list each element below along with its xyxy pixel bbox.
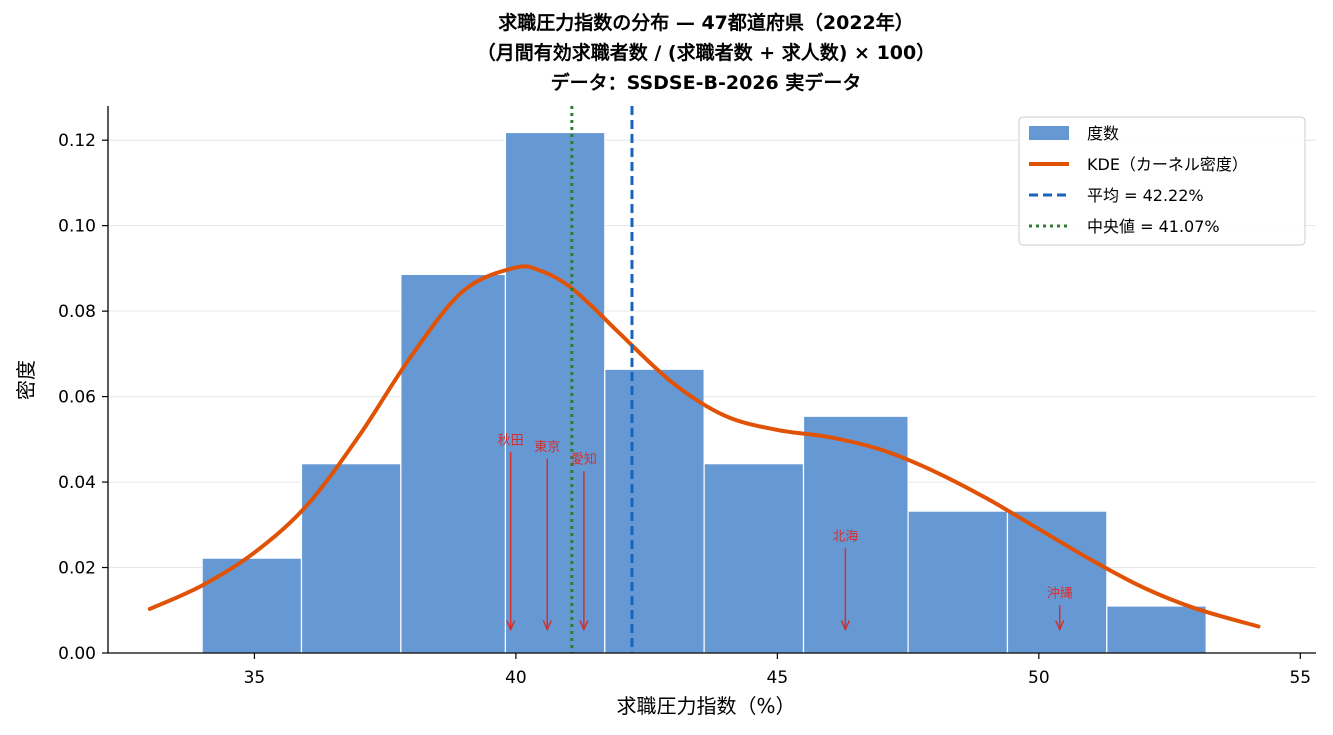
legend-label-mean: 平均 = 42.22% [1087,186,1204,205]
histogram-bar [802,415,909,654]
chart-title: 求職圧力指数の分布 — 47都道府県（2022年） （月間有効求職者数 / (求… [477,11,936,94]
histogram-bar [1006,510,1108,654]
y-tick-label: 0.00 [58,644,96,664]
annotation-label: 秋田 [498,433,524,448]
annotation-arrowhead [1055,620,1065,632]
x-tick-label: 35 [244,668,266,688]
annotation-label: 沖縄 [1047,586,1073,601]
histogram-bar [907,510,1009,654]
kde-curve-group [147,264,1261,629]
annotation-arrowhead [840,620,851,632]
x-axis-label: 求職圧力指数（%） [616,694,795,718]
annotation-label: 東京 [534,439,560,455]
chart-title-line-2: （月間有効求職者数 / (求職者数 + 求人数) × 100） [477,41,936,64]
x-axis-ticks: 35 40 45 50 55 [244,653,1311,688]
annotation-label: 北海 [832,530,858,545]
legend-label-histogram: 度数 [1087,124,1119,143]
y-tick-label: 0.06 [58,388,96,408]
x-tick-label: 45 [767,668,789,688]
y-axis-label: 密度 [14,360,38,400]
annotation-arrowhead [579,620,589,632]
annotation-label: 愛知 [571,452,597,468]
histogram-bar [703,463,805,654]
annotation-arrowhead [505,620,516,632]
histogram-bars [201,131,1207,654]
legend: 度数 KDE（カーネル密度） 平均 = 42.22% 中央値 = 41.07% [1018,116,1306,246]
histogram-bar [400,273,507,654]
y-tick-label: 0.08 [58,302,96,322]
histogram-bar [201,557,303,654]
histogram-bar [604,368,705,654]
chart-title-line-3: データ：SSDSE-B-2026 実データ [551,71,862,94]
y-tick-label: 0.12 [58,131,96,151]
x-tick-label: 50 [1028,668,1050,688]
legend-swatch-histogram [1029,126,1069,140]
y-axis-ticks: 0.00 0.02 0.04 0.06 0.08 0.10 0.12 [58,131,108,664]
legend-label-kde: KDE（カーネル密度） [1087,155,1248,174]
histogram-bar [1106,605,1207,654]
chart-title-line-1: 求職圧力指数の分布 — 47都道府県（2022年） [498,11,914,34]
annotation-arrowhead [542,620,552,632]
legend-label-median: 中央値 = 41.07% [1087,217,1220,236]
kde-curve [147,264,1261,629]
histogram-bar [300,463,402,654]
y-tick-label: 0.10 [58,217,96,237]
y-tick-label: 0.04 [58,473,96,493]
x-tick-label: 40 [505,668,527,688]
reference-lines [570,106,634,653]
axes [107,106,1316,654]
legend-frame [1018,116,1306,246]
histogram-bar [504,131,606,654]
x-tick-label: 55 [1289,668,1311,688]
y-tick-label: 0.02 [58,559,96,579]
